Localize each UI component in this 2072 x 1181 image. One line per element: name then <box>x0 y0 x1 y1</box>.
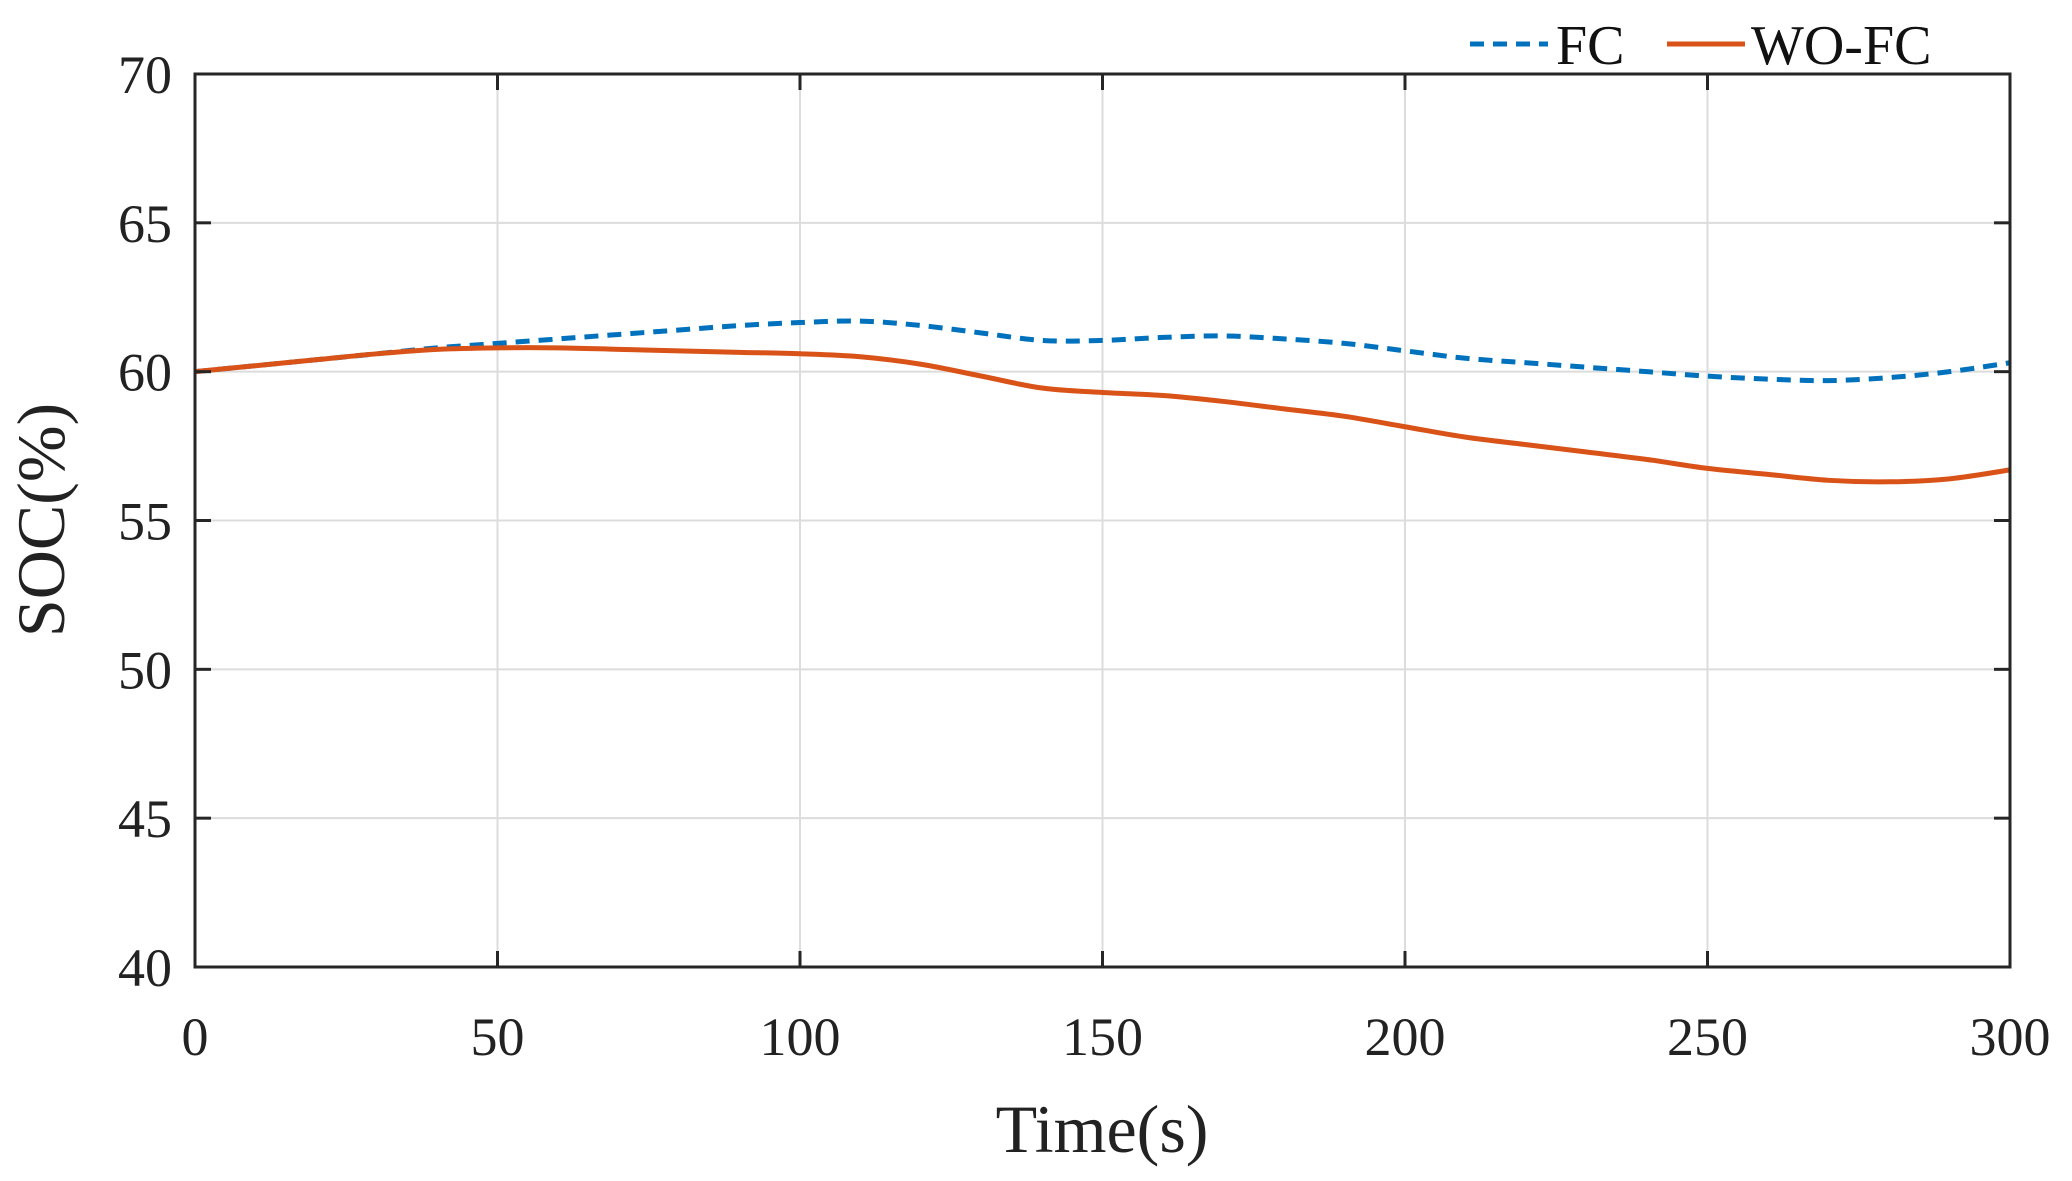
y-tick-label: 45 <box>118 789 172 849</box>
x-tick-label: 250 <box>1667 1007 1748 1067</box>
y-tick-label: 60 <box>118 343 172 403</box>
x-tick-label: 300 <box>1970 1007 2051 1067</box>
legend-label: WO-FC <box>1751 15 1931 77</box>
x-tick-label: 50 <box>471 1007 525 1067</box>
series-line-wo-fc <box>194 345 2011 485</box>
x-tick-label: 200 <box>1365 1007 1446 1067</box>
y-tick-label: 50 <box>118 640 172 700</box>
x-axis-ticks: 0 50 100 150 200 250 300 <box>182 74 2051 1067</box>
y-tick-label: 70 <box>118 45 172 105</box>
series-layer <box>194 318 2011 485</box>
y-tick-label: 55 <box>118 492 172 552</box>
y-axis-ticks: 40 45 50 55 60 65 70 <box>118 45 2010 998</box>
legend-label: FC <box>1556 15 1625 77</box>
x-tick-label: 100 <box>760 1007 841 1067</box>
x-tick-label: 0 <box>182 1007 209 1067</box>
y-tick-label: 65 <box>118 194 172 254</box>
legend: FC WO-FC <box>1470 15 1931 77</box>
y-tick-label: 40 <box>118 938 172 998</box>
series-line-fc <box>194 318 2011 384</box>
x-axis-title: Time(s) <box>996 1091 1209 1167</box>
x-tick-label: 150 <box>1062 1007 1143 1067</box>
y-axis-title: SOC(%) <box>3 403 79 637</box>
